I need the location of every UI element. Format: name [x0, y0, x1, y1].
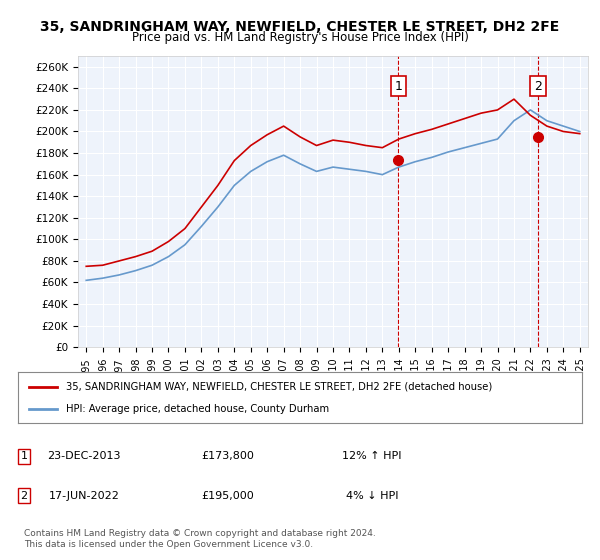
Text: 12% ↑ HPI: 12% ↑ HPI	[342, 451, 402, 461]
Text: 1: 1	[394, 80, 402, 93]
Text: HPI: Average price, detached house, County Durham: HPI: Average price, detached house, Coun…	[66, 404, 329, 414]
Text: 1: 1	[20, 451, 28, 461]
Text: 17-JUN-2022: 17-JUN-2022	[49, 491, 119, 501]
Text: 2: 2	[20, 491, 28, 501]
Text: 4% ↓ HPI: 4% ↓ HPI	[346, 491, 398, 501]
Text: £173,800: £173,800	[202, 451, 254, 461]
Text: Price paid vs. HM Land Registry's House Price Index (HPI): Price paid vs. HM Land Registry's House …	[131, 31, 469, 44]
Text: 35, SANDRINGHAM WAY, NEWFIELD, CHESTER LE STREET, DH2 2FE: 35, SANDRINGHAM WAY, NEWFIELD, CHESTER L…	[40, 20, 560, 34]
Text: 2: 2	[534, 80, 542, 93]
Text: 23-DEC-2013: 23-DEC-2013	[47, 451, 121, 461]
Text: 35, SANDRINGHAM WAY, NEWFIELD, CHESTER LE STREET, DH2 2FE (detached house): 35, SANDRINGHAM WAY, NEWFIELD, CHESTER L…	[66, 381, 492, 391]
Text: £195,000: £195,000	[202, 491, 254, 501]
Text: Contains HM Land Registry data © Crown copyright and database right 2024.
This d: Contains HM Land Registry data © Crown c…	[24, 529, 376, 549]
